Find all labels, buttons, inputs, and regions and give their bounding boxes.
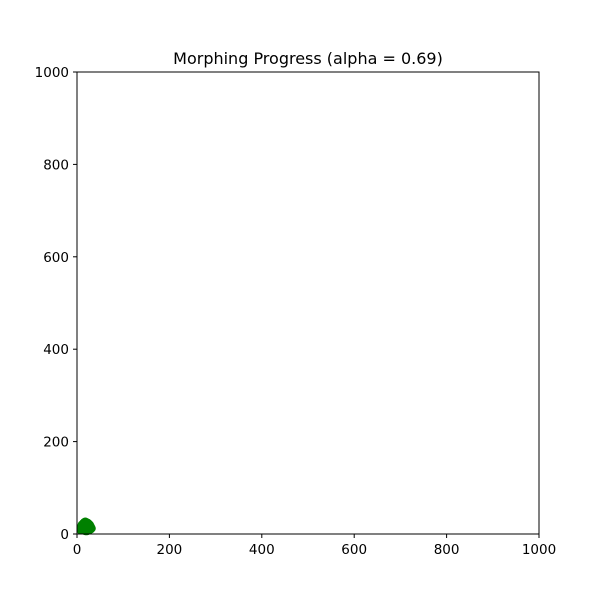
y-tick-label: 0 — [60, 527, 69, 543]
x-tick-label: 200 — [157, 542, 183, 558]
x-tick-label: 600 — [341, 542, 367, 558]
y-axis: 0 200 400 600 800 1000 — [35, 65, 77, 543]
y-tick-label: 600 — [43, 250, 69, 266]
data-point — [78, 521, 87, 530]
y-tick-label: 200 — [43, 435, 69, 451]
chart-title: Morphing Progress (alpha = 0.69) — [173, 49, 443, 68]
x-tick-label: 0 — [73, 542, 82, 558]
data-point — [84, 524, 93, 533]
y-tick-label: 800 — [43, 157, 69, 173]
x-tick-label: 800 — [434, 542, 460, 558]
plot-frame — [76, 71, 540, 535]
y-tick-label: 1000 — [35, 65, 69, 81]
x-tick-label: 400 — [249, 542, 275, 558]
x-tick-label: 1000 — [522, 542, 556, 558]
y-tick-label: 400 — [43, 342, 69, 358]
points-layer — [76, 517, 96, 536]
x-axis: 0 200 400 600 800 1000 — [73, 534, 556, 558]
